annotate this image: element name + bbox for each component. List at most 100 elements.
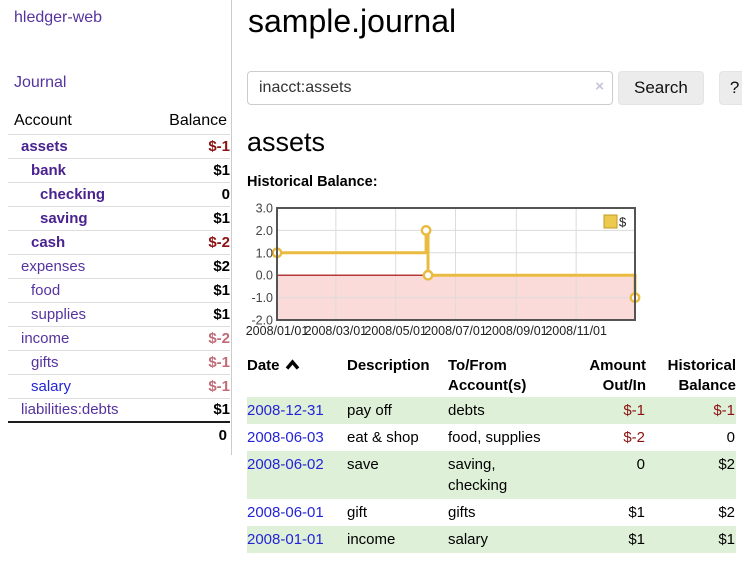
svg-text:$: $ [619,215,627,230]
account-balance: $1 [151,397,230,422]
search-help-button[interactable]: ? [718,71,742,105]
app-brand-link[interactable]: hledger-web [14,9,103,26]
transaction-date-link[interactable]: 2008-12-31 [247,401,324,419]
search-input[interactable] [247,71,613,105]
account-link[interactable]: assets [21,137,68,155]
account-link[interactable]: salary [31,377,72,395]
account-balance: $-1 [151,133,230,158]
account-row: cash $-2 [8,229,230,254]
account-row: saving $1 [8,205,230,230]
transaction-date-link[interactable]: 2008-06-01 [247,503,324,521]
accounts-col-account: Account [14,111,72,129]
account-link[interactable]: saving [40,209,88,227]
transaction-row[interactable]: 2008-01-01 income salary $1 $1 [247,525,736,553]
search-box: × [247,71,613,105]
transaction-row[interactable]: 2008-06-01 gift gifts $1 $2 [247,499,736,526]
account-link[interactable]: gifts [31,353,59,371]
account-balance: $-2 [151,325,230,350]
account-link[interactable]: income [21,329,70,347]
search-button[interactable]: Search [618,71,704,105]
transaction-balance: $-1 [713,401,735,419]
col-balance: Historical Balance [667,357,736,395]
col-date[interactable]: Date [247,356,347,397]
x-axis-tick-label: 2008/11/01 [545,324,607,338]
y-axis-tick-label: -1.0 [251,291,273,305]
chart-point[interactable] [420,225,432,236]
transaction-description: save [347,455,379,473]
account-balance: $-2 [151,229,230,254]
account-row: income $-2 [8,325,230,350]
account-row: checking 0 [8,181,230,206]
transaction-row[interactable]: 2008-06-03 eat & shop food, supplies $-2 0 [247,424,736,451]
register-table: Date Description To/From Account(s) Amou… [247,356,736,553]
transaction-balance: $2 [718,455,735,473]
account-row: bank $1 [8,157,230,182]
chart-border [276,207,636,321]
x-axis-tick-label: 2008/03/01 [305,324,368,338]
x-axis-tick-label: 2008/05/01 [364,324,427,338]
transaction-row[interactable]: 2008-12-31 pay off debts $-1 $-1 [247,396,736,424]
account-balance: $-1 [151,373,230,398]
transaction-amount: $1 [628,503,645,521]
transaction-row[interactable]: 2008-06-02 save saving, checking 0 $2 [247,450,736,499]
transaction-accounts: saving, checking [448,455,508,494]
chart-legend: $ [603,214,627,230]
transaction-amount: $1 [628,530,645,548]
transaction-amount: $-1 [623,401,645,419]
col-description: Description [347,357,430,374]
sidebar: hledger-web Journal Account Balance asse… [0,0,232,455]
transaction-accounts: food, supplies [448,428,541,446]
accounts-total-row: 0 [8,421,230,447]
account-link[interactable]: cash [31,233,66,251]
main-content: sample.journal × Search ? assets Histori… [246,0,742,553]
transaction-date-link[interactable]: 2008-06-02 [247,455,324,473]
account-link[interactable]: food [31,281,61,299]
transaction-description: income [347,530,396,548]
register-rows: 2008-12-31 pay off debts $-1 $-1 2008-06-03 ea… [247,396,736,553]
chart-label: Historical Balance: [247,174,378,190]
account-row: supplies $1 [8,301,230,326]
transaction-description: pay off [347,401,392,419]
account-row: salary $-1 [8,373,230,398]
historical-balance-chart: $3.0 2.0 1.0 0.0 -1.0 -2.0 2008/01/01 2008/03/0… [246,202,737,342]
accounts-total-spacer [8,421,152,447]
accounts-total-value: 0 [151,421,230,447]
x-axis-tick-label: 2008/09/01 [485,324,548,338]
y-axis-tick-label: 0.0 [256,269,273,283]
y-axis-tick-label: -2.0 [251,314,273,328]
account-row: expenses $2 [8,253,230,278]
transaction-date-link[interactable]: 2008-01-01 [247,530,324,548]
transaction-date-link[interactable]: 2008-06-03 [247,428,324,446]
account-balance: $2 [151,253,230,278]
account-heading: assets [247,127,326,157]
register-header-row: Date Description To/From Account(s) Amou… [247,356,736,397]
account-link[interactable]: bank [31,161,67,179]
transaction-accounts: salary [448,530,489,548]
account-link[interactable]: liabilities:debts [21,401,119,419]
transaction-balance: 0 [726,428,735,446]
transaction-accounts: gifts [448,503,476,521]
x-axis-tick-label: 2008/07/01 [424,324,487,338]
account-row: liabilities:debts $1 [8,397,230,422]
chart-point[interactable] [422,269,434,281]
accounts-table: Account Balance assets $-1 bank $1 checking 0… [8,108,230,447]
y-axis-tick-label: 3.0 [256,202,273,216]
accounts-table-header: Account Balance [8,108,230,134]
account-link[interactable]: checking [40,185,106,203]
sort-ascending-icon [285,356,300,376]
transaction-balance: $1 [718,530,735,548]
accounts-col-balance: Balance [169,111,227,129]
col-accounts: To/From Account(s) [448,357,527,395]
page-title: sample.journal [248,3,457,39]
account-link[interactable]: expenses [21,257,86,275]
transaction-accounts: debts [448,401,485,419]
clear-search-icon[interactable]: × [595,78,604,95]
x-axis-tick-label: 2008/01/01 [246,324,309,338]
transaction-description: eat & shop [347,428,419,446]
account-balance: $1 [151,205,230,230]
y-axis-tick-label: 1.0 [256,246,273,260]
account-link[interactable]: supplies [31,305,87,323]
sidebar-item-journal[interactable]: Journal [14,74,67,91]
account-balance: 0 [151,181,230,206]
account-row: food $1 [8,277,230,302]
